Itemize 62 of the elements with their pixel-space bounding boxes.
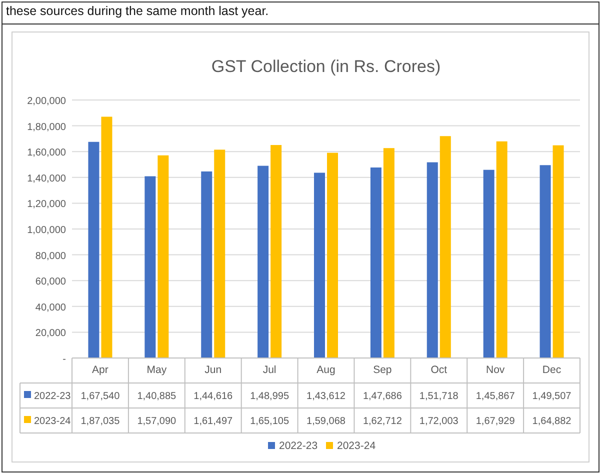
data-label: 1,47,686 xyxy=(362,391,402,402)
bar xyxy=(370,167,382,358)
x-tick-label: Jun xyxy=(204,364,222,376)
legend-label: 2022-23 xyxy=(34,391,72,402)
x-tick-label: May xyxy=(146,364,168,376)
x-tick-label: Jul xyxy=(262,364,276,376)
bar xyxy=(158,155,169,358)
y-tick-label: 1,80,000 xyxy=(27,122,66,133)
y-tick-label: - xyxy=(62,354,66,365)
bar xyxy=(258,166,269,358)
bar xyxy=(101,116,112,358)
chart-title: GST Collection (in Rs. Crores) xyxy=(211,57,441,76)
data-label: 1,64,882 xyxy=(532,416,572,427)
bar xyxy=(144,176,156,358)
data-label: 1,87,035 xyxy=(80,416,120,427)
bar xyxy=(496,141,508,358)
x-tick-label: Aug xyxy=(316,364,336,376)
x-tick-label: Sep xyxy=(373,364,392,376)
text: 2022-23 xyxy=(279,440,318,452)
data-label: 1,57,090 xyxy=(137,416,177,427)
bar xyxy=(483,170,494,358)
y-tick-label: 1,40,000 xyxy=(27,173,66,184)
legend-label: 2023-24 xyxy=(34,416,72,427)
y-tick-label: 60,000 xyxy=(35,276,66,288)
text: 2023-24 xyxy=(337,440,376,452)
y-tick-label: 40,000 xyxy=(35,302,66,314)
bar xyxy=(214,150,226,358)
text: these sources during the same month last year. xyxy=(6,4,269,18)
data-label: 1,44,616 xyxy=(194,391,234,402)
data-label: 1,43,612 xyxy=(306,391,346,402)
y-tick-label: 1,00,000 xyxy=(27,225,66,236)
data-label: 1,67,540 xyxy=(80,391,120,402)
y-tick-label: 20,000 xyxy=(35,328,66,340)
data-label: 1,40,885 xyxy=(137,391,177,402)
data-label: 1,51,718 xyxy=(419,391,459,402)
x-tick-label: Dec xyxy=(542,364,562,376)
bar xyxy=(440,136,451,358)
y-tick-label: 80,000 xyxy=(35,250,66,262)
x-tick-label: Apr xyxy=(92,364,109,376)
bar xyxy=(88,142,100,358)
data-label: 1,49,507 xyxy=(532,391,572,402)
bar xyxy=(552,145,564,358)
y-tick-label: 2,00,000 xyxy=(27,96,66,107)
bar xyxy=(270,145,282,358)
data-label: 1,61,497 xyxy=(194,416,234,427)
data-label: 1,45,867 xyxy=(476,391,516,402)
bar xyxy=(201,171,212,358)
y-tick-label: 1,60,000 xyxy=(27,148,66,159)
data-label: 1,72,003 xyxy=(419,416,459,427)
data-label: 1,62,712 xyxy=(362,416,402,427)
x-tick-label: Oct xyxy=(430,364,448,376)
data-label: 1,59,068 xyxy=(306,416,346,427)
bar xyxy=(383,148,394,358)
data-label: 1,67,929 xyxy=(476,416,516,427)
x-tick-label: Nov xyxy=(486,364,506,376)
bar xyxy=(327,152,338,358)
data-label: 1,65,105 xyxy=(250,416,290,427)
y-tick-label: 1,20,000 xyxy=(27,199,66,210)
bar xyxy=(540,165,551,358)
bar xyxy=(426,162,438,358)
data-label: 1,48,995 xyxy=(250,391,290,402)
bar xyxy=(314,172,325,358)
